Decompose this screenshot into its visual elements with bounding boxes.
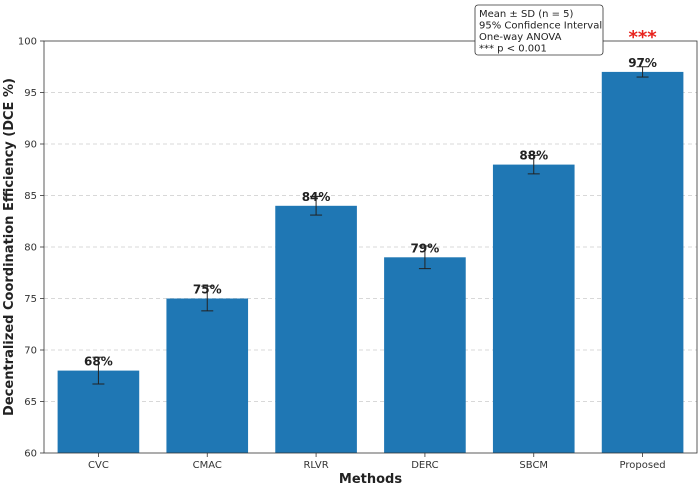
data-label-derc: 79%: [411, 241, 440, 255]
bar-sbcm: [492, 164, 575, 453]
x-tick-label: CVC: [88, 460, 109, 471]
annotation-line: *** p < 0.001: [479, 44, 547, 55]
data-label-rlvr: 84%: [302, 190, 331, 204]
x-tick-label: SBCM: [519, 460, 548, 471]
annotation-line: One-way ANOVA: [479, 32, 562, 43]
y-tick-label: 60: [24, 449, 37, 460]
y-tick-label: 100: [18, 37, 37, 48]
bar-rlvr: [275, 205, 357, 453]
data-labels: 68% 75% 84% 79% 88% 97%: [84, 56, 657, 369]
error-bars: [92, 66, 649, 385]
x-axis-title: Methods: [339, 472, 402, 487]
x-tick-label: DERC: [411, 460, 438, 471]
y-axis-title: Decentralized Coordination Efficiency (D…: [2, 78, 17, 416]
y-tick-label: 70: [24, 346, 37, 357]
annotation-line: 95% Confidence Interval: [479, 21, 602, 32]
bar-proposed: [601, 71, 684, 454]
y-axis-ticks: 60 65 70 75 80 85 90 95 100: [18, 37, 44, 460]
x-tick-label: CMAC: [193, 460, 222, 471]
annotation-box-frame: [474, 4, 604, 56]
y-tick-label: 80: [24, 243, 37, 254]
data-label-cvc: 68%: [84, 355, 113, 369]
y-tick-label: 85: [24, 191, 37, 202]
x-axis-ticks: CVC CMAC RLVR DERC SBCM Proposed: [88, 453, 666, 471]
bar-cmac: [166, 298, 249, 453]
y-tick-label: 90: [24, 140, 37, 151]
y-tick-label: 95: [24, 88, 37, 99]
annotation-line: Mean ± SD (n = 5): [479, 9, 574, 20]
bars: [57, 71, 684, 454]
data-label-cmac: 75%: [193, 283, 222, 297]
bar-derc: [384, 257, 466, 453]
x-tick-label: Proposed: [620, 460, 666, 471]
significance-marker: ***: [628, 27, 657, 48]
annotation-box: Mean ± SD (n = 5)95% Confidence Interval…: [474, 4, 604, 56]
x-tick-label: RLVR: [303, 460, 328, 471]
data-label-proposed: 97%: [628, 56, 657, 70]
y-tick-label: 65: [24, 397, 37, 408]
data-label-sbcm: 88%: [519, 149, 548, 163]
y-tick-label: 75: [24, 294, 37, 305]
grid-lines: [44, 92, 697, 402]
